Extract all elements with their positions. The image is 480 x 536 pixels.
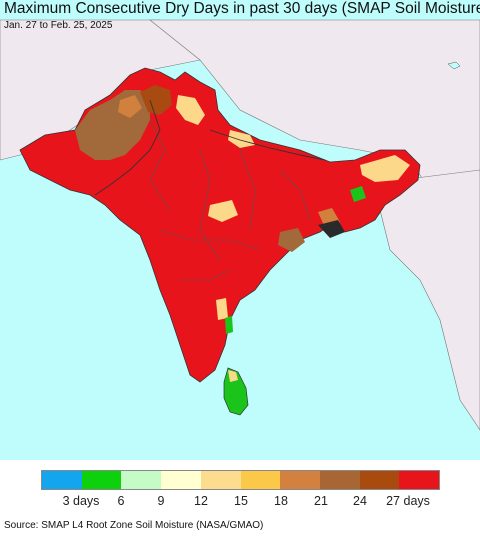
legend-swatch: [200, 471, 241, 489]
region-light-orange-northeast: [360, 155, 410, 182]
legend-label: 6: [117, 494, 125, 508]
legend-swatch: [240, 471, 281, 489]
legend-label: 15: [234, 494, 248, 508]
region-orange-patch: [118, 95, 142, 118]
legend-label: 24: [353, 494, 367, 508]
lake-icon: [447, 61, 461, 70]
region-dark-brown-north: [140, 85, 172, 115]
legend-swatch: [359, 471, 400, 489]
legend-swatch: [399, 471, 440, 489]
region-light-orange-south: [216, 298, 228, 320]
legend-color-bar: [41, 470, 440, 490]
region-light-orange-central: [208, 200, 238, 222]
map: [0, 0, 480, 460]
region-dark-bangladesh: [318, 220, 345, 238]
country-border-nepal: [209, 129, 326, 161]
legend-swatch: [161, 471, 201, 489]
source-credit: Source: SMAP L4 Root Zone Soil Moisture …: [4, 520, 264, 531]
legend-label: 12: [194, 494, 208, 508]
legend-swatch: [121, 471, 162, 489]
legend-label: 27 days: [386, 494, 430, 508]
legend-label: 3 days: [62, 494, 100, 508]
internal-borders: [149, 119, 311, 281]
region-green-northeast: [350, 186, 366, 202]
region-green-south: [225, 316, 233, 334]
legend: 3 days 6 9 12 15 18 21 24 27 days: [0, 460, 480, 516]
region-light-orange-nepal: [228, 130, 255, 148]
legend-swatch: [319, 471, 360, 489]
legend-swatch: [42, 471, 82, 489]
legend-swatch: [81, 471, 122, 489]
page-title: Maximum Consecutive Dry Days in past 30 …: [4, 0, 480, 17]
region-sri-lanka-north: [228, 370, 238, 382]
legend-label: 18: [274, 494, 288, 508]
legend-swatch: [280, 471, 320, 489]
outside-land-east: [379, 169, 480, 431]
footer: Source: SMAP L4 Root Zone Soil Moisture …: [0, 516, 480, 536]
region-brown-central: [278, 228, 305, 252]
region-light-orange-himalaya: [176, 95, 205, 125]
date-range: Jan. 27 to Feb. 25, 2025: [4, 20, 113, 31]
legend-label: 9: [157, 494, 165, 508]
legend-label: 21: [314, 494, 328, 508]
country-border-pakistan: [94, 99, 161, 196]
